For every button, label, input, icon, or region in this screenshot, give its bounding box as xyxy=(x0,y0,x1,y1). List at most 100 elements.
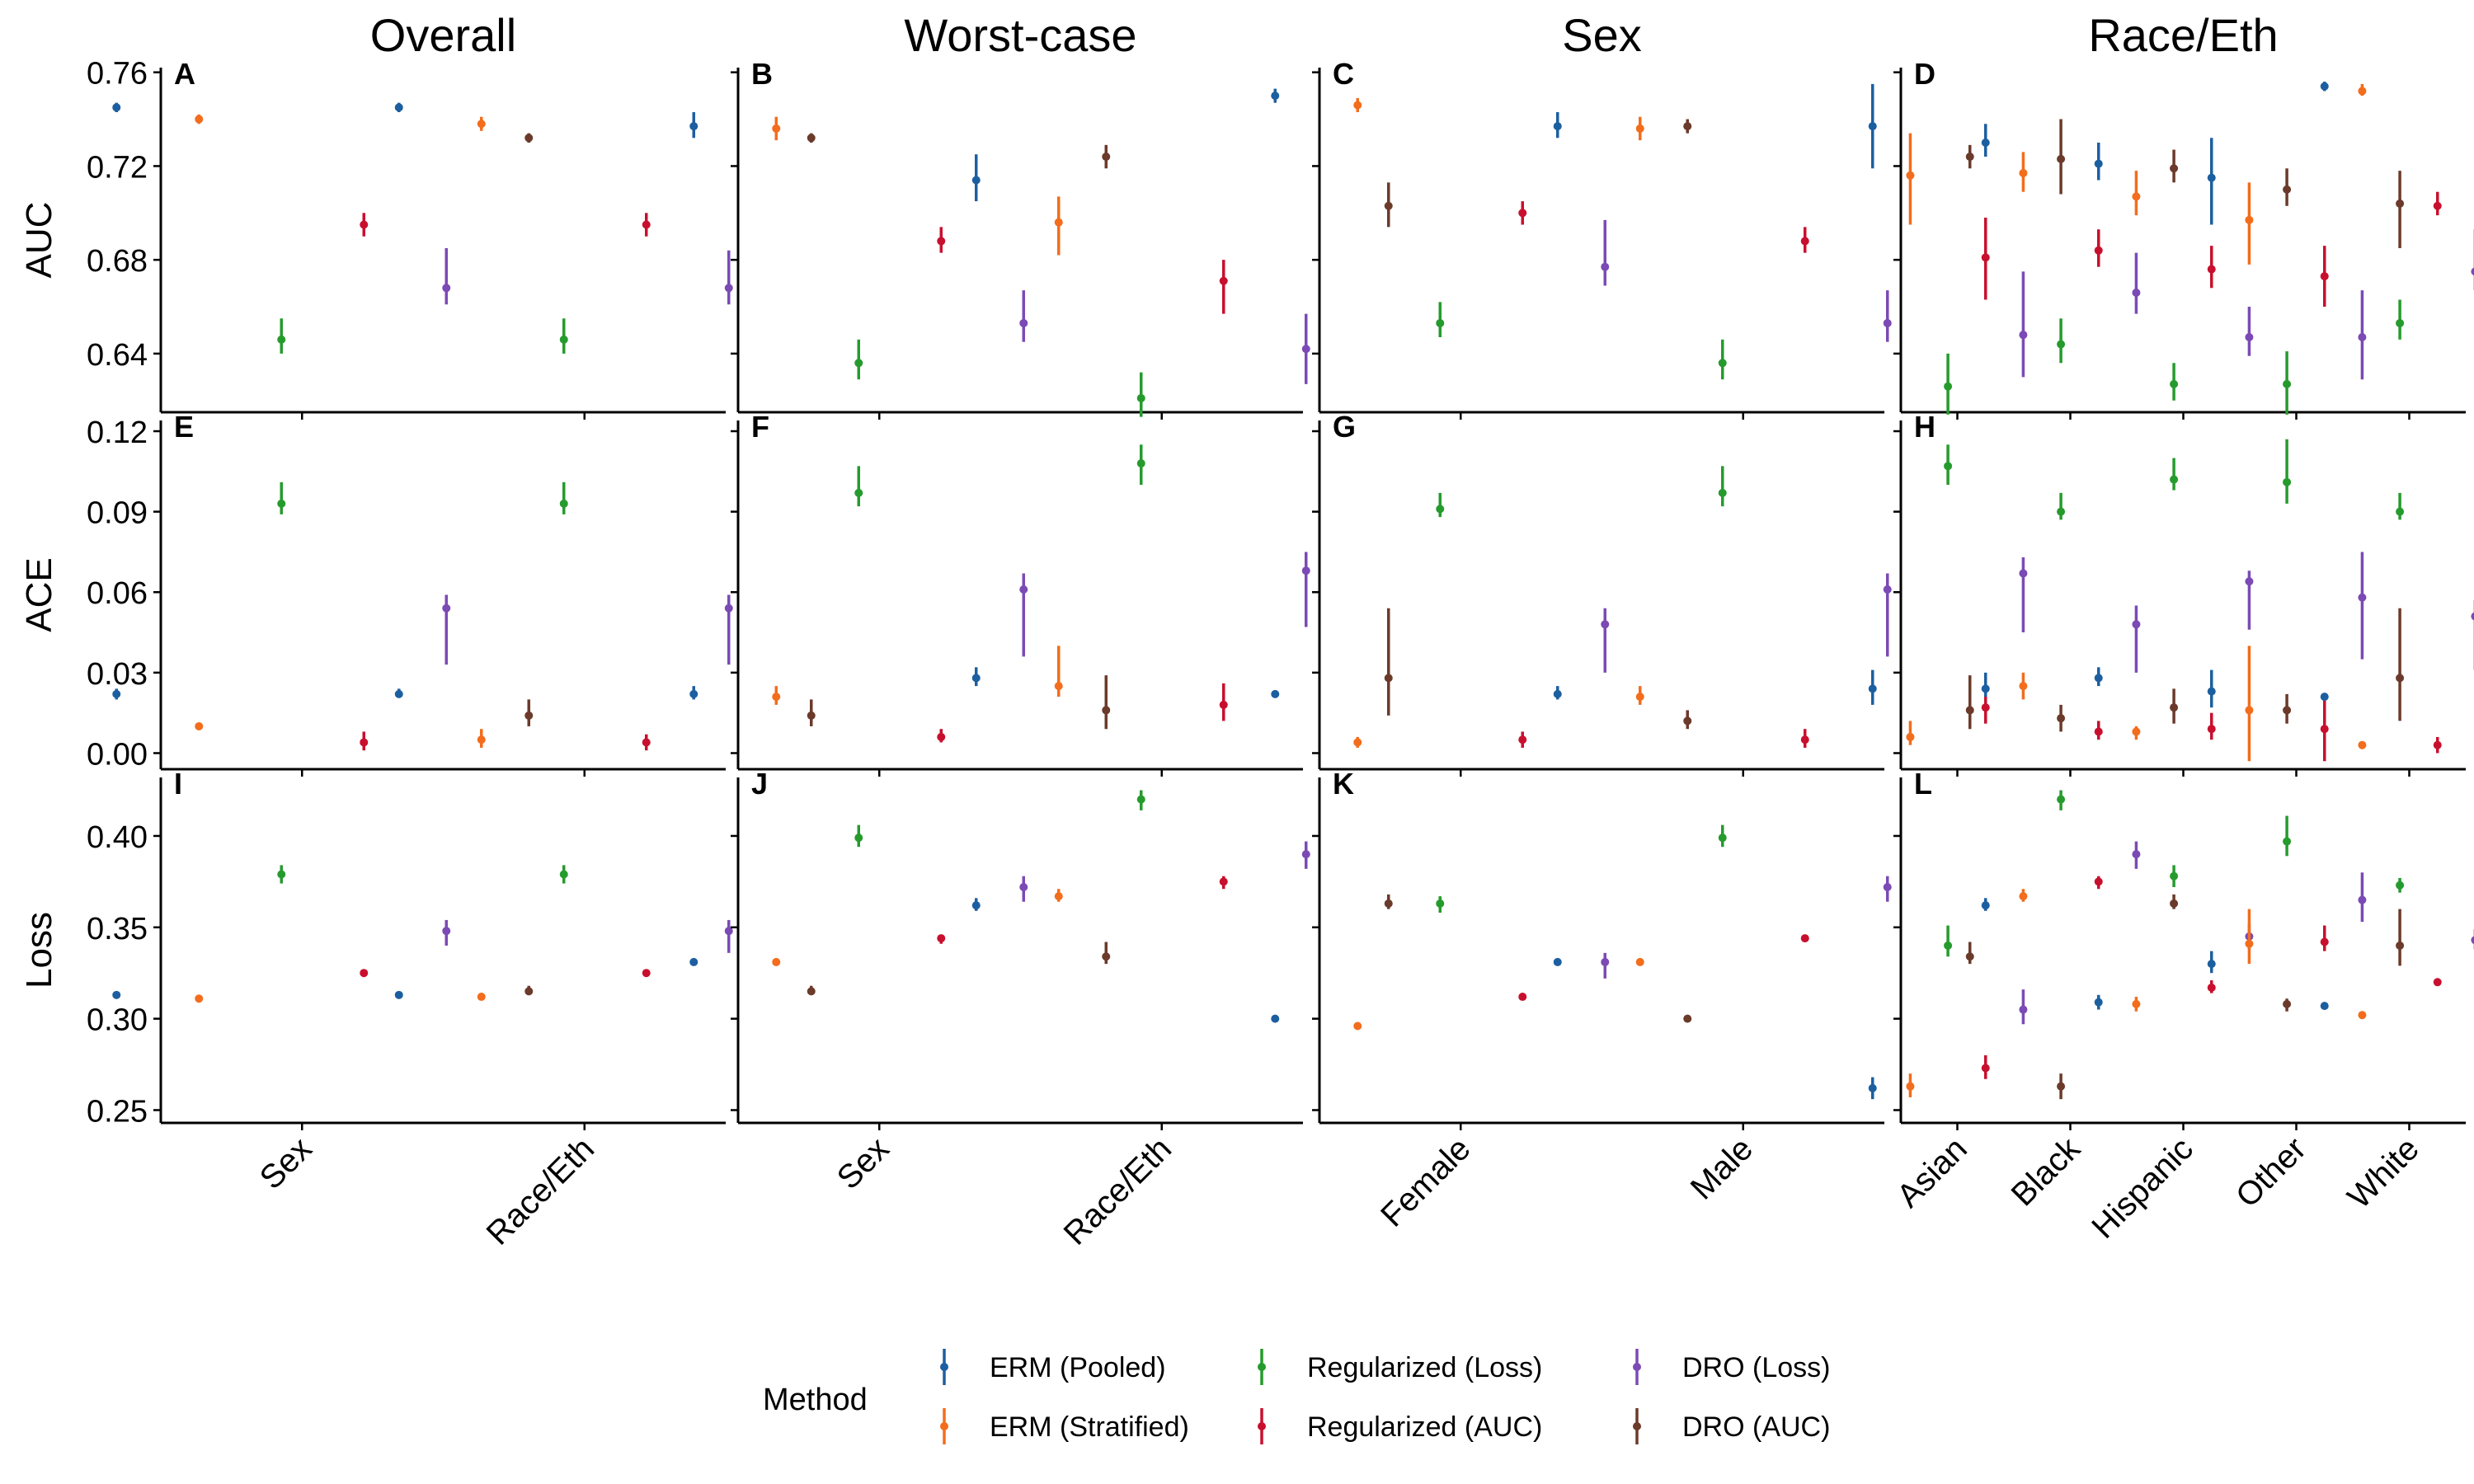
data-point xyxy=(1944,462,1953,471)
panel-b: B xyxy=(689,57,1393,420)
data-point xyxy=(2094,998,2103,1007)
data-point xyxy=(1883,883,1892,892)
panel-letter: F xyxy=(751,410,769,444)
data-point xyxy=(2320,725,2329,734)
data-point xyxy=(2396,881,2405,890)
data-point xyxy=(2433,740,2442,749)
data-point xyxy=(1601,620,1610,629)
panel-e: 0.00 0.03 0.06 0.09 0.12 E xyxy=(87,410,816,777)
data-point xyxy=(559,499,568,508)
data-point xyxy=(2094,246,2103,255)
data-point xyxy=(2283,185,2292,194)
legend-key-point xyxy=(1258,1363,1266,1371)
data-point xyxy=(1384,201,1393,210)
data-point xyxy=(1965,153,1974,162)
data-point xyxy=(2019,892,2028,901)
legend-key-point xyxy=(940,1422,948,1430)
data-point xyxy=(1718,488,1727,497)
data-point xyxy=(277,499,286,508)
data-point xyxy=(1136,459,1145,468)
column-title: Worst-case xyxy=(904,9,1136,61)
data-point xyxy=(1102,706,1111,715)
data-point xyxy=(442,927,451,936)
x-tick-label: Race/Eth xyxy=(480,1130,601,1252)
data-point xyxy=(1219,276,1228,285)
data-point xyxy=(442,284,451,293)
data-point xyxy=(2019,168,2028,177)
data-point xyxy=(2396,199,2405,208)
data-point xyxy=(1683,1014,1692,1023)
column-title: Overall xyxy=(370,9,516,61)
data-point xyxy=(524,987,534,996)
data-point xyxy=(2094,877,2103,886)
data-point xyxy=(1102,153,1111,162)
panel-letter: K xyxy=(1333,767,1354,801)
data-point xyxy=(1384,674,1393,683)
x-tick-label: Race/Eth xyxy=(1057,1130,1178,1252)
data-point xyxy=(2057,154,2066,163)
data-point xyxy=(1981,253,1990,262)
data-point xyxy=(2057,340,2066,349)
data-point xyxy=(2057,1082,2066,1091)
data-point xyxy=(2396,507,2405,516)
data-point xyxy=(2207,173,2216,182)
panel-j: J xyxy=(689,767,1393,1130)
column-title: Race/Eth xyxy=(2088,9,2278,61)
data-point xyxy=(1718,359,1727,368)
legend-label: ERM (Pooled) xyxy=(990,1352,1166,1383)
data-point xyxy=(2245,939,2254,948)
data-point xyxy=(2170,164,2179,173)
y-tick-label: 0.68 xyxy=(87,244,148,279)
data-point xyxy=(2019,331,2028,340)
data-point xyxy=(1868,122,1877,131)
legend-key-point xyxy=(1633,1422,1641,1430)
panel-letter: A xyxy=(174,57,195,91)
data-point xyxy=(1981,703,1990,712)
data-point xyxy=(394,689,403,698)
data-point xyxy=(642,220,651,229)
panel-letter: I xyxy=(174,767,182,801)
data-point xyxy=(1054,682,1063,691)
data-point xyxy=(1553,122,1562,131)
data-point xyxy=(2396,318,2405,327)
data-point xyxy=(1981,1064,1990,1073)
data-point xyxy=(1518,209,1527,218)
legend-label: DRO (AUC) xyxy=(1682,1411,1830,1443)
data-point xyxy=(2245,215,2254,224)
data-point xyxy=(112,103,121,112)
y-tick-label: 0.12 xyxy=(87,416,148,450)
data-point xyxy=(2019,1005,2028,1014)
data-point xyxy=(1136,795,1145,804)
data-point xyxy=(1906,1082,1915,1091)
data-point xyxy=(2094,674,2103,683)
data-point xyxy=(971,901,981,910)
y-tick-label: 0.40 xyxy=(87,820,148,855)
data-point xyxy=(277,870,286,879)
data-point xyxy=(1436,505,1445,514)
data-point xyxy=(195,721,204,730)
data-point xyxy=(2283,999,2292,1008)
data-point xyxy=(1965,952,1974,961)
data-point xyxy=(2320,693,2329,702)
data-point xyxy=(1944,382,1953,391)
data-point xyxy=(971,674,981,683)
x-tick-label: Asian xyxy=(1890,1130,1974,1214)
data-point xyxy=(2132,999,2141,1008)
data-point xyxy=(1353,1021,1362,1031)
data-point xyxy=(2471,267,2474,276)
legend-title: Method xyxy=(763,1383,868,1417)
data-point xyxy=(2170,475,2179,484)
panel-d: D xyxy=(1868,57,2474,420)
data-point xyxy=(195,115,204,124)
panel-g: G xyxy=(1271,410,1974,777)
data-point xyxy=(360,220,369,229)
y-tick-label: 0.76 xyxy=(87,57,148,92)
data-point xyxy=(2094,159,2103,168)
data-point xyxy=(2320,82,2329,91)
data-point xyxy=(807,987,816,996)
data-point xyxy=(2170,703,2179,712)
data-point xyxy=(807,134,816,143)
data-point xyxy=(2132,288,2141,297)
data-point xyxy=(360,969,369,978)
